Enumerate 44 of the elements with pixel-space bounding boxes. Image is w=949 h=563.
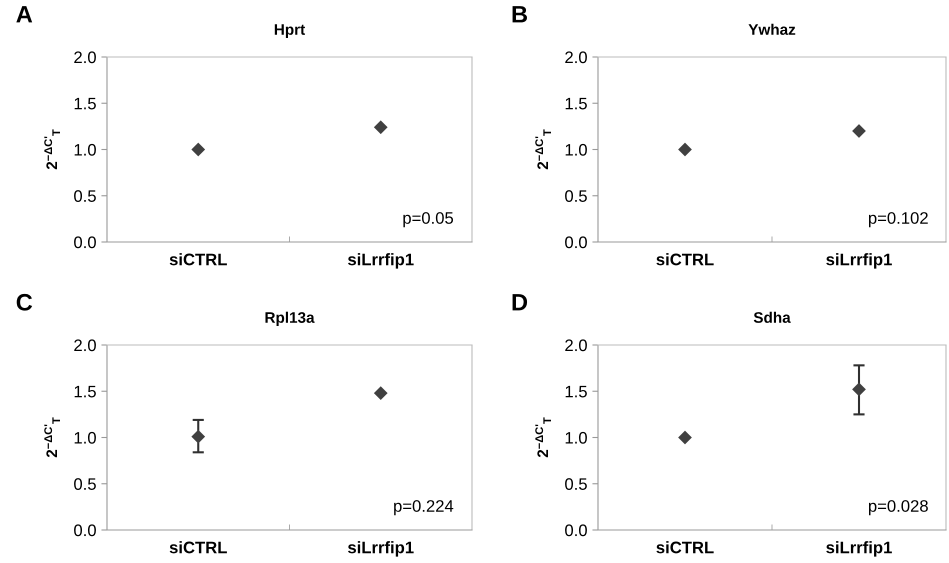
y-tick-label: 1.5 [566, 98, 587, 110]
y-tick-label: 2.0 [74, 51, 96, 64]
y-tick-label: 0.5 [74, 190, 96, 202]
y-tick-label: 0.5 [565, 190, 587, 202]
y-tick-label: 0.0 [74, 524, 96, 536]
y-tick-label: 1.0 [74, 432, 96, 444]
y-axis-title: 2−ΔC'T [535, 129, 551, 170]
chart-title: Sdha [754, 312, 791, 323]
text: D [512, 294, 528, 310]
x-tick-label: siLrrfip1 [826, 541, 892, 557]
x-tick-label: siCTRL [656, 253, 714, 266]
x-tick-label: siCTRL [170, 541, 227, 554]
y-tick-label: 1.5 [566, 386, 587, 398]
annotation: p=0.102 [868, 212, 928, 228]
annotation: p=0.028 [868, 500, 928, 516]
y-tick-label: 0.5 [74, 478, 96, 490]
x-tick-label: siLrrfip1 [348, 253, 414, 269]
y-tick-label: 0.0 [74, 236, 96, 248]
annotation: p=0.224 [394, 500, 454, 516]
chart-title: Hprt [274, 24, 306, 38]
chart-title: Rpl13a [265, 312, 315, 326]
y-tick-label: 2.0 [565, 51, 587, 64]
x-tick-label: siCTRL [656, 541, 714, 554]
y-tick-label: 1.5 [74, 386, 96, 398]
y-tick-label: 1.0 [74, 144, 96, 156]
y-tick-label: 0.5 [565, 478, 587, 490]
x-tick-label: siLrrfip1 [348, 541, 414, 557]
chart-title: Ywhaz [748, 24, 796, 35]
y-tick-label: 0.0 [565, 236, 587, 248]
x-tick-label: siCTRL [170, 253, 227, 266]
y-tick-label: 1.0 [566, 144, 587, 156]
text: C [16, 294, 32, 311]
text: A [16, 6, 32, 22]
y-tick-label: 1.0 [566, 432, 587, 444]
annotation: p=0.05 [403, 212, 454, 228]
y-tick-label: 1.5 [74, 98, 96, 110]
y-tick-label: 0.0 [565, 524, 587, 536]
x-tick-label: siLrrfip1 [826, 253, 892, 269]
y-axis-title: 2−ΔC'T [44, 417, 60, 458]
text: B [512, 6, 527, 22]
y-axis-title: 2−ΔC'T [535, 417, 551, 458]
y-tick-label: 2.0 [565, 339, 587, 352]
y-tick-label: 2.0 [74, 339, 96, 352]
y-axis-title: 2−ΔC'T [44, 129, 60, 170]
